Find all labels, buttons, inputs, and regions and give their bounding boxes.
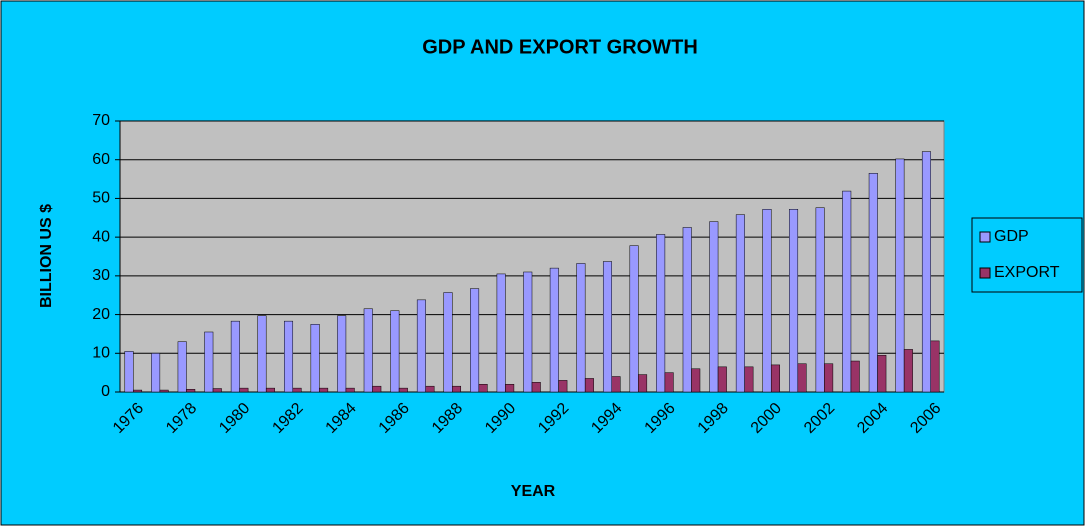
bar (744, 366, 754, 393)
bar (398, 387, 408, 393)
legend-label: EXPORT (994, 264, 1060, 281)
bar (558, 380, 568, 393)
bar (877, 354, 887, 393)
bar (930, 340, 940, 393)
legend-label: GDP (994, 228, 1029, 245)
bar (310, 324, 320, 393)
bar (505, 384, 515, 393)
bar (531, 382, 541, 393)
bar (284, 320, 294, 393)
bar (709, 221, 719, 393)
bar (523, 271, 533, 393)
bar (602, 261, 612, 393)
x-axis-title: YEAR (511, 483, 556, 500)
bar (478, 384, 488, 393)
bar (921, 151, 931, 393)
bar (762, 209, 772, 393)
legend-swatch (979, 267, 991, 279)
bar (656, 234, 666, 393)
y-tick-label: 30 (92, 267, 110, 284)
bar (611, 376, 621, 393)
y-tick-label: 20 (92, 306, 110, 323)
legend-box (971, 217, 1083, 293)
bar (815, 207, 825, 393)
bar (257, 315, 267, 393)
bar (133, 389, 143, 393)
bar (443, 292, 453, 393)
y-tick-label: 50 (92, 190, 110, 207)
bar (797, 363, 807, 393)
bar (177, 341, 187, 393)
bar (868, 173, 878, 393)
bar (584, 378, 594, 393)
bar (292, 387, 302, 393)
bar (789, 209, 799, 393)
bar (159, 389, 169, 393)
bar (416, 299, 426, 393)
y-tick-label: 40 (92, 228, 110, 245)
bar (895, 158, 905, 393)
y-tick-label: 0 (101, 383, 110, 400)
bar (337, 315, 347, 393)
bar (691, 368, 701, 393)
bar (629, 245, 639, 393)
bar (319, 387, 329, 393)
y-axis-title: BILLION US $ (38, 204, 55, 308)
bar (452, 385, 462, 393)
bar (850, 360, 860, 393)
bar (204, 331, 214, 393)
bar (372, 385, 382, 393)
bar (903, 349, 913, 393)
bar (717, 366, 727, 393)
bar (842, 190, 852, 393)
bar (390, 310, 400, 393)
bar (682, 227, 692, 393)
bar (230, 320, 240, 393)
bar (470, 288, 480, 393)
bar (425, 385, 435, 393)
bar (239, 387, 249, 393)
bar (212, 388, 222, 393)
bar (638, 374, 648, 393)
bar (824, 363, 834, 393)
bar (265, 387, 275, 393)
bar (496, 273, 506, 393)
bar (186, 389, 196, 393)
legend-swatch (979, 231, 991, 243)
bar (124, 351, 134, 393)
bar (770, 364, 780, 393)
bar (664, 372, 674, 393)
bar (151, 353, 161, 393)
bar (576, 263, 586, 393)
bar (345, 387, 355, 393)
bar (363, 308, 373, 393)
bar (735, 214, 745, 393)
y-tick-label: 60 (92, 151, 110, 168)
chart-title: GDP AND EXPORT GROWTH (422, 36, 698, 58)
y-tick-label: 10 (92, 345, 110, 362)
y-tick-label: 70 (92, 112, 110, 129)
bar (549, 267, 559, 393)
